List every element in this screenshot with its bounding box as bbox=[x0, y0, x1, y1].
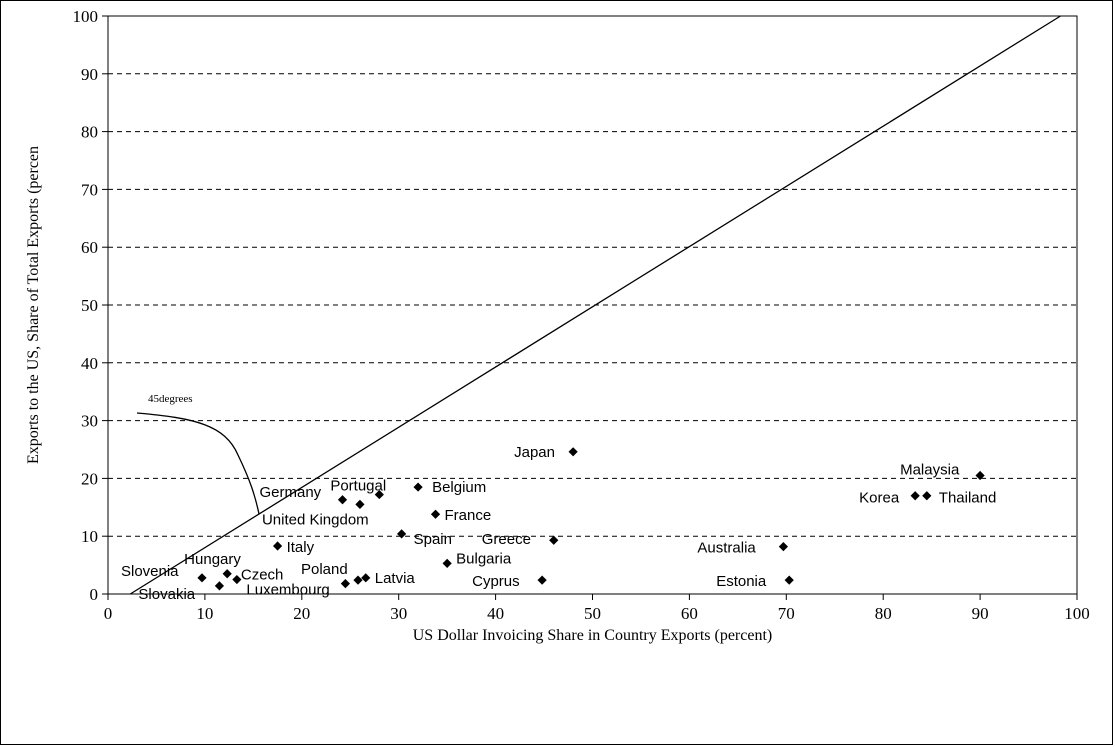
data-point bbox=[442, 558, 452, 568]
point-label: Luxembourg bbox=[246, 582, 329, 599]
x-tick-label: 90 bbox=[972, 604, 989, 623]
y-axis-label: Exports to the US, Share of Total Export… bbox=[25, 146, 42, 464]
data-point bbox=[778, 542, 788, 552]
data-point bbox=[340, 578, 351, 589]
x-tick-label: 60 bbox=[681, 604, 698, 623]
reference-line bbox=[129, 15, 1061, 595]
data-point bbox=[361, 573, 371, 583]
point-label: Germany bbox=[259, 484, 321, 501]
point-label: Cyprus bbox=[472, 573, 520, 590]
data-point bbox=[397, 529, 407, 539]
data-point bbox=[197, 573, 207, 583]
reference-pointer bbox=[136, 412, 260, 515]
data-point bbox=[353, 575, 363, 585]
x-tick-label: 100 bbox=[1064, 604, 1090, 623]
reference-line-group bbox=[129, 15, 1061, 595]
point-label: Estonia bbox=[716, 573, 767, 590]
reference-line-label: 45degrees bbox=[148, 393, 193, 405]
y-tick-label: 30 bbox=[81, 412, 98, 431]
y-tick-label: 10 bbox=[81, 527, 98, 546]
y-tick-label: 70 bbox=[81, 180, 98, 199]
point-label: Malaysia bbox=[900, 462, 960, 479]
point-label: Bulgaria bbox=[456, 550, 512, 567]
point-label: Thailand bbox=[939, 490, 997, 507]
y-axis-ticks: 0 10 20 30 40 50 60 70 80 90 100 bbox=[73, 7, 108, 604]
y-tick-label: 90 bbox=[81, 65, 98, 84]
data-point bbox=[355, 499, 365, 510]
x-tick-label: 70 bbox=[778, 604, 795, 623]
data-point bbox=[272, 541, 283, 551]
data-point bbox=[337, 495, 348, 505]
data-point bbox=[374, 489, 384, 500]
data-point bbox=[549, 535, 559, 545]
x-tick-label: 40 bbox=[487, 604, 504, 623]
y-tick-label: 40 bbox=[81, 354, 98, 373]
point-label: Poland bbox=[301, 561, 348, 578]
data-point bbox=[784, 575, 794, 585]
x-tick-label: 80 bbox=[875, 604, 892, 623]
point-label: Japan bbox=[514, 444, 555, 461]
point-label: Spain bbox=[414, 531, 452, 548]
point-label: Korea bbox=[859, 490, 900, 507]
point-label: Italy bbox=[287, 539, 315, 556]
data-point bbox=[922, 491, 932, 501]
data-point bbox=[568, 447, 578, 457]
point-label: Portugal bbox=[330, 478, 386, 495]
data-point bbox=[222, 569, 232, 579]
data-point bbox=[910, 491, 920, 501]
point-label: Greece bbox=[482, 531, 531, 548]
y-tick-label: 20 bbox=[81, 469, 98, 488]
point-label: Belgium bbox=[432, 479, 486, 496]
data-point bbox=[537, 575, 547, 585]
data-point bbox=[975, 470, 985, 481]
point-label: Hungary bbox=[184, 551, 241, 568]
point-label: United Kingdom bbox=[262, 511, 369, 528]
x-tick-label: 10 bbox=[196, 604, 213, 623]
data-point bbox=[232, 574, 242, 585]
y-tick-label: 0 bbox=[90, 585, 99, 604]
y-tick-label: 100 bbox=[73, 7, 99, 26]
point-label: Slovenia bbox=[121, 563, 179, 580]
point-label: Latvia bbox=[375, 570, 416, 587]
y-tick-label: 80 bbox=[81, 123, 98, 142]
point-label: Czech bbox=[241, 567, 284, 584]
x-tick-label: 20 bbox=[293, 604, 310, 623]
x-axis-ticks: 0 10 20 30 40 50 60 70 80 90 100 bbox=[104, 594, 1090, 623]
data-point bbox=[413, 482, 423, 492]
point-label: Slovakia bbox=[138, 586, 195, 603]
x-tick-label: 30 bbox=[390, 604, 407, 623]
point-label: France bbox=[445, 507, 492, 524]
data-points bbox=[197, 447, 985, 591]
point-label: Australia bbox=[697, 540, 756, 557]
y-tick-label: 50 bbox=[81, 296, 98, 315]
x-axis-label: US Dollar Invoicing Share in Country Exp… bbox=[413, 627, 772, 644]
data-point bbox=[214, 581, 225, 591]
x-tick-label: 0 bbox=[104, 604, 113, 623]
y-tick-label: 60 bbox=[81, 238, 98, 257]
x-tick-label: 50 bbox=[584, 604, 601, 623]
data-point bbox=[430, 509, 441, 519]
